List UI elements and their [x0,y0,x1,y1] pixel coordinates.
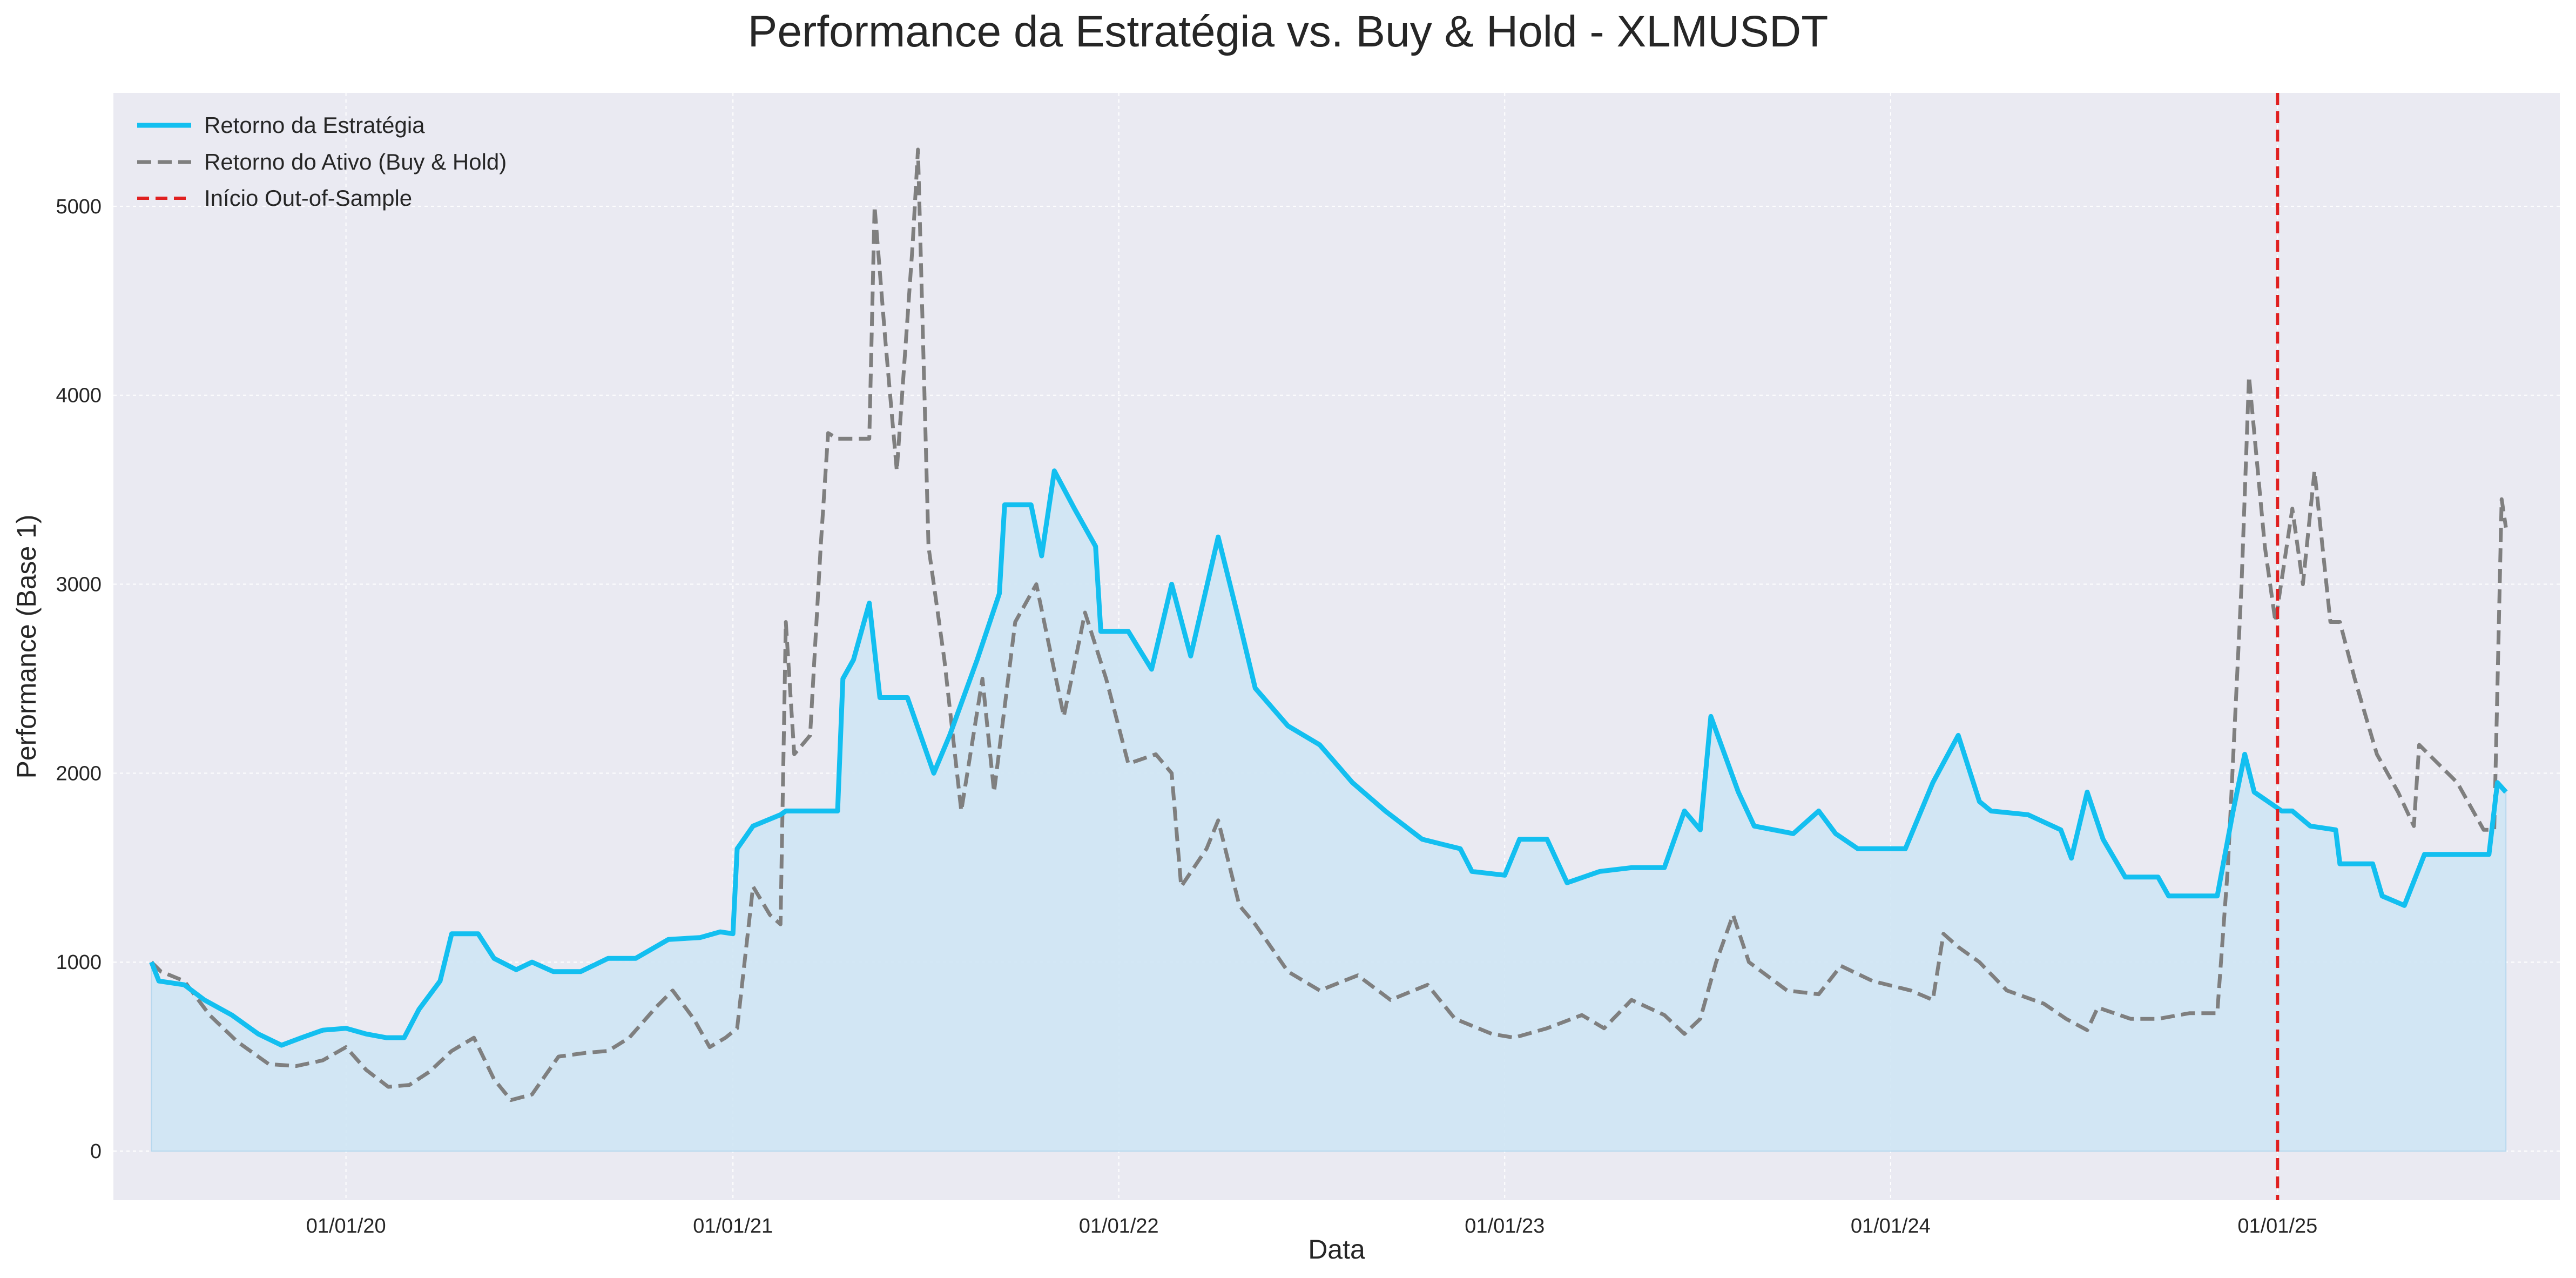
series-line-buy-hold [150,147,2508,1102]
x-tick-label-5: 01/01/25 [2237,1215,2317,1237]
series-line-strategy [149,468,2508,1048]
y-tick-label-4: 4000 [56,385,102,407]
x-tick-label-3: 01/01/23 [1465,1215,1545,1237]
x-axis-ticks: 01/01/20 01/01/21 01/01/22 01/01/23 01/01/24… [306,1215,2318,1237]
legend-label-buy-hold: Retorno do Ativo (Buy & Hold) [204,149,507,174]
chart-title: Performance da Estratégia vs. Buy & Hold… [748,7,1829,56]
legend-label-strategy: Retorno da Estratégia [204,112,425,138]
x-tick-label-2: 01/01/22 [1079,1215,1159,1237]
y-axis-ticks: 0 1000 2000 3000 4000 5000 [56,196,102,1163]
x-tick-label-0: 01/01/20 [306,1215,386,1237]
y-tick-label-3: 3000 [56,574,102,596]
x-tick-label-4: 01/01/24 [1851,1215,1931,1237]
y-tick-label-5: 5000 [56,196,102,218]
y-tick-label-0: 0 [90,1140,102,1163]
y-axis-label: Performance (Base 1) [11,514,42,778]
y-tick-label-2: 2000 [56,762,102,785]
series-layer [149,147,2508,1102]
y-tick-label-1: 1000 [56,951,102,974]
legend-label-out-of-sample: Início Out-of-Sample [204,185,412,211]
x-axis-label: Data [1308,1234,1365,1264]
x-tick-label-1: 01/01/21 [693,1215,773,1237]
legend: Retorno da Estratégia Retorno do Ativo (… [137,112,507,211]
